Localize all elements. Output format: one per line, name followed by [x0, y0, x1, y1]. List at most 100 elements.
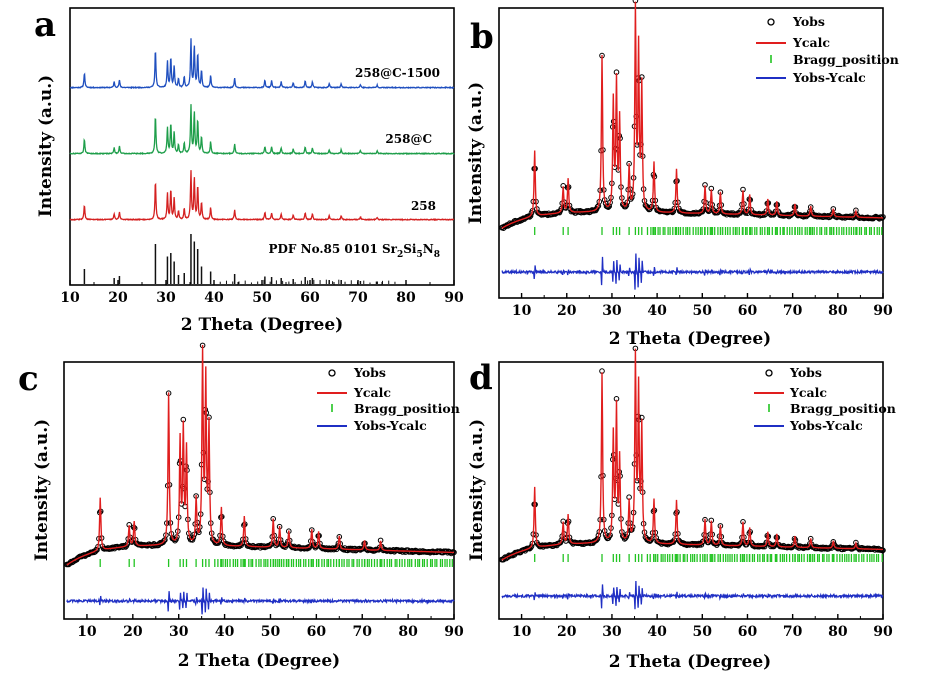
- bragg-positions: [534, 554, 883, 562]
- difference-line: [501, 253, 884, 290]
- legend-label-bragg: Bragg_position: [354, 401, 460, 417]
- x-tick-label: 40: [647, 303, 667, 319]
- yobs-point: [699, 539, 706, 545]
- series-label-258: 258: [411, 199, 436, 213]
- legend-label-diff: Yobs-Ycalc: [792, 70, 866, 85]
- x-tick-label: 50: [252, 290, 272, 306]
- yobs-point: [880, 214, 886, 220]
- x-tick-label: 70: [783, 303, 803, 319]
- yobs-point: [267, 542, 274, 548]
- series-label-258-c-1500: 258@C-1500: [355, 66, 440, 80]
- legend: Yobs Ycalc Bragg_position Yobs-Ycalc: [317, 365, 460, 433]
- yobs-points: [498, 345, 886, 563]
- x-tick-label: 20: [557, 624, 577, 640]
- x-axis-title: 2 Theta (Degree): [178, 651, 340, 671]
- yobs-point: [594, 536, 601, 542]
- x-ticks: 10 20 30 40 50 60 70 80 90: [60, 280, 464, 306]
- rietveld-plot: [498, 345, 886, 610]
- x-ticks: 10 20 30 40 50 60 70 80 90: [512, 614, 893, 640]
- x-tick-label: 40: [215, 624, 235, 640]
- x-tick-label: 50: [261, 624, 281, 640]
- yobs-point: [648, 204, 654, 210]
- legend-label-bragg: Bragg_position: [793, 52, 899, 68]
- legend-label-diff: Yobs-Ycalc: [353, 418, 427, 433]
- legend-label-ycalc: Ycalc: [789, 385, 827, 400]
- x-axis-title: 2 Theta (Degree): [609, 652, 771, 672]
- x-tick-label: 70: [348, 290, 368, 306]
- plot-frame: [63, 361, 455, 620]
- x-tick-label: 70: [352, 624, 372, 640]
- x-tick-label: 80: [396, 290, 416, 306]
- series-label-pdf-reference: PDF No.85 0101 Sr2Si5N8: [268, 242, 440, 260]
- yobs-point: [190, 534, 197, 541]
- yobs-point: [68, 558, 75, 565]
- panel-letter-b: b: [470, 17, 494, 57]
- x-tick-label: 60: [738, 624, 758, 640]
- x-tick-label: 60: [300, 290, 320, 306]
- panel-letter-a: a: [34, 5, 56, 45]
- x-tick-label: 80: [398, 624, 418, 640]
- x-tick-label: 10: [512, 303, 532, 319]
- x-tick-label: 50: [693, 303, 713, 319]
- x-tick-label: 60: [307, 624, 327, 640]
- x-axis-title: 2 Theta (Degree): [181, 315, 343, 335]
- x-tick-label: 90: [873, 624, 893, 640]
- x-tick-label: 10: [77, 624, 97, 640]
- yobs-point: [525, 214, 531, 220]
- series-line-258: [69, 170, 455, 222]
- y-axis-title: Intensity (a.u.): [32, 419, 52, 561]
- yobs-point: [594, 204, 601, 210]
- yobs-point: [605, 204, 612, 210]
- panel-a: a 10 20 30 40 50 60 70 80 90 258@C-1500 258@C 25…: [34, 5, 464, 335]
- bragg-positions: [99, 559, 453, 567]
- yobs-point: [699, 209, 706, 215]
- difference-line: [501, 580, 884, 610]
- legend: Yobs Ycalc Bragg_position Yobs-Ycalc: [754, 365, 896, 433]
- x-ticks: 10 20 30 40 50 60 70 80 90: [512, 293, 893, 319]
- panel-letter-d: d: [469, 358, 493, 398]
- yobs-point: [629, 527, 635, 533]
- x-tick-label: 10: [512, 624, 532, 640]
- legend-marker-yobs: [328, 369, 336, 377]
- x-tick-label: 60: [738, 303, 758, 319]
- x-tick-label: 30: [602, 303, 622, 319]
- x-tick-label: 40: [647, 624, 667, 640]
- legend-label-ycalc: Ycalc: [792, 35, 830, 50]
- difference-line: [66, 587, 455, 615]
- panel-letter-c: c: [18, 359, 39, 399]
- x-tick-label: 50: [693, 624, 713, 640]
- legend-label-diff: Yobs-Ycalc: [789, 418, 863, 433]
- x-axis-title: 2 Theta (Degree): [609, 329, 771, 349]
- legend-label-yobs: Yobs: [792, 14, 825, 29]
- panel-b: b 10 20 30 40 50 60 70 80 90 Yobs Ycalc Bragg_po…: [466, 0, 899, 349]
- rietveld-plot: [64, 342, 457, 615]
- y-axis-title: Intensity (a.u.): [36, 75, 56, 217]
- legend-label-yobs: Yobs: [353, 365, 386, 380]
- x-tick-label: 90: [873, 303, 893, 319]
- stacked-patterns: [69, 38, 455, 284]
- yobs-points: [64, 342, 457, 568]
- yobs-point: [189, 537, 196, 543]
- x-tick-label: 20: [557, 303, 577, 319]
- legend-marker-yobs: [767, 18, 775, 26]
- yobs-point: [527, 213, 534, 219]
- x-tick-label: 70: [783, 624, 803, 640]
- ycalc-line: [66, 344, 454, 566]
- bragg-positions: [534, 227, 883, 235]
- yobs-point: [593, 537, 600, 543]
- x-tick-label: 30: [156, 290, 176, 306]
- x-ticks: 10 20 30 40 50 60 70 80 90: [77, 614, 464, 640]
- legend-label-yobs: Yobs: [789, 365, 822, 380]
- x-tick-label: 20: [123, 624, 143, 640]
- legend: Yobs Ycalc Bragg_position Yobs-Ycalc: [756, 14, 899, 85]
- yobs-point: [878, 214, 885, 220]
- panel-c: c 10 20 30 40 50 60 70 80 90 Yobs Ycalc Bragg_po…: [18, 342, 464, 671]
- legend-marker-yobs: [765, 369, 773, 377]
- y-axis-title: Intensity (a.u.): [466, 82, 486, 224]
- y-axis-title: Intensity (a.u.): [467, 419, 487, 561]
- x-tick-label: 80: [828, 624, 848, 640]
- x-tick-label: 10: [60, 290, 80, 306]
- legend-label-bragg: Bragg_position: [790, 401, 896, 417]
